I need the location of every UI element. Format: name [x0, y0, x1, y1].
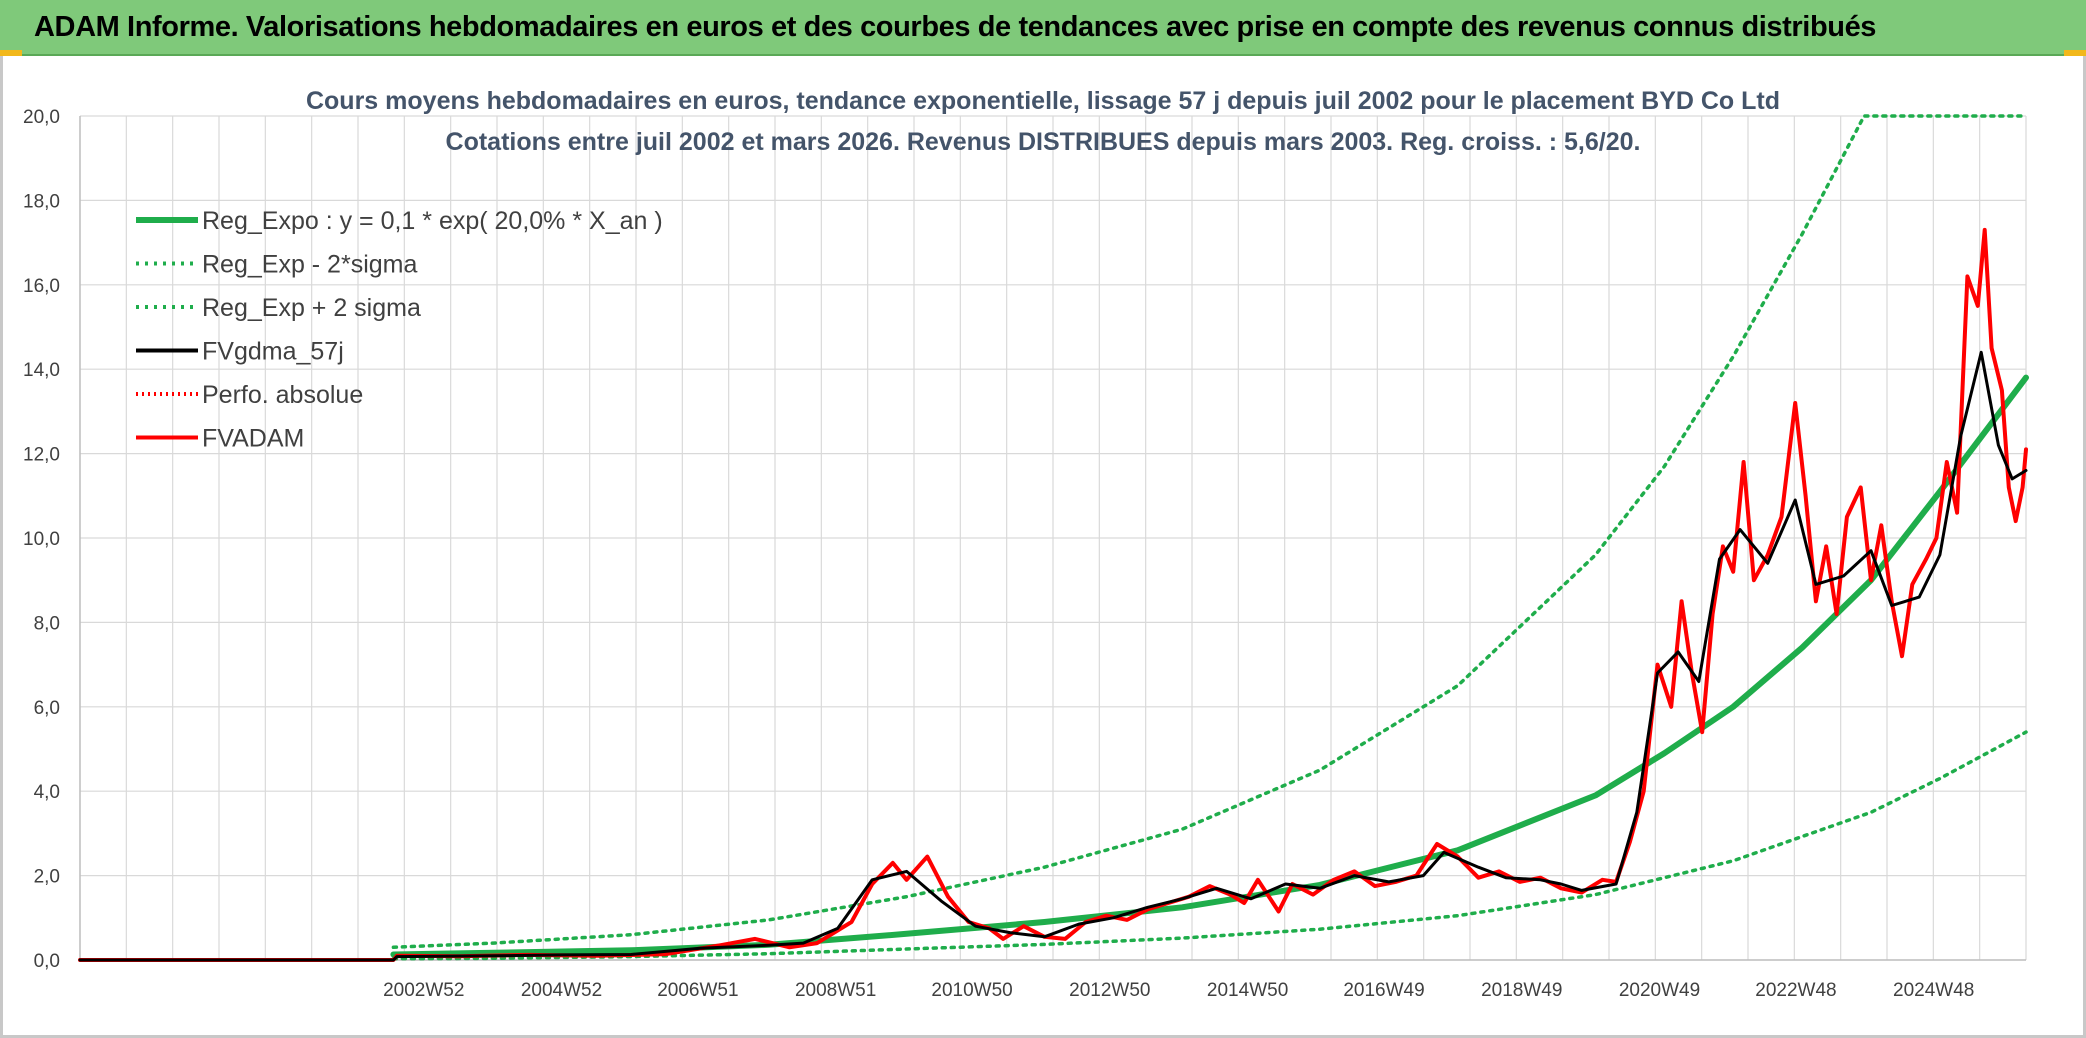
header-banner: ADAM Informe. Valorisations hebdomadaire… — [0, 0, 2086, 56]
y-tick-label: 8,0 — [34, 613, 60, 634]
x-tick-label: 2004W52 — [521, 980, 602, 1001]
header-title: ADAM Informe. Valorisations hebdomadaire… — [34, 10, 1877, 43]
legend-label-5: Perfo. absolue — [202, 381, 363, 409]
legend-label-6: FVADAM — [202, 425, 304, 453]
x-tick-label: 2014W50 — [1207, 980, 1288, 1001]
y-tick-label: 0,0 — [34, 951, 60, 972]
x-tick-label: 2008W51 — [795, 980, 876, 1001]
x-tick-label: 2022W48 — [1755, 980, 1836, 1001]
x-tick-label: 2006W51 — [657, 980, 738, 1001]
y-tick-label: 12,0 — [23, 445, 60, 466]
y-tick-label: 10,0 — [23, 529, 60, 550]
x-tick-label: 2012W50 — [1069, 980, 1150, 1001]
x-tick-label: 2010W50 — [931, 980, 1012, 1001]
chart: 0,0 2,0 4,0 6,0 8,0 10,0 12,0 14,0 16,0 18,0 20,0 2… — [23, 87, 2029, 1001]
x-tick-label: 2018W49 — [1481, 980, 1562, 1001]
y-tick-label: 20,0 — [23, 107, 60, 128]
chart-axes: 0,0 2,0 4,0 6,0 8,0 10,0 12,0 14,0 16,0 18,0 20,0 2… — [23, 107, 2026, 1001]
chart-series — [78, 114, 2029, 962]
legend-label-4: FVgdma_57j — [202, 338, 344, 366]
chart-title-line-1: Cours moyens hebdomadaires en euros, ten… — [306, 87, 1780, 115]
x-tick-label: 2024W48 — [1893, 980, 1974, 1001]
y-tick-label: 6,0 — [34, 698, 60, 719]
x-tick-label: 2002W52 — [383, 980, 464, 1001]
x-tick-label: 2016W49 — [1343, 980, 1424, 1001]
y-tick-label: 16,0 — [23, 276, 60, 297]
series-line-2 — [391, 730, 2028, 961]
series-line-4 — [78, 350, 2028, 962]
series-line-1 — [390, 374, 2029, 958]
legend-label-3: Reg_Exp + 2 sigma — [202, 294, 421, 322]
legend-label-1: Reg_Expo : y = 0,1 * exp( 20,0% * X_an ) — [202, 207, 663, 235]
y-tick-label: 14,0 — [23, 360, 60, 381]
banner-corner-right — [2064, 50, 2086, 56]
x-tick-label: 2020W49 — [1619, 980, 1700, 1001]
y-tick-label: 18,0 — [23, 191, 60, 212]
chart-title-line-2: Cotations entre juil 2002 et mars 2026. … — [446, 128, 1641, 156]
y-tick-label: 2,0 — [34, 867, 60, 888]
chart-title: Cours moyens hebdomadaires en euros, ten… — [306, 87, 1780, 156]
legend-label-2: Reg_Exp - 2*sigma — [202, 251, 417, 279]
chart-legend: Reg_Expo : y = 0,1 * exp( 20,0% * X_an )… — [136, 207, 663, 453]
y-tick-label: 4,0 — [34, 782, 60, 803]
series-line-3 — [391, 114, 2028, 950]
banner-corner-left — [0, 50, 22, 56]
